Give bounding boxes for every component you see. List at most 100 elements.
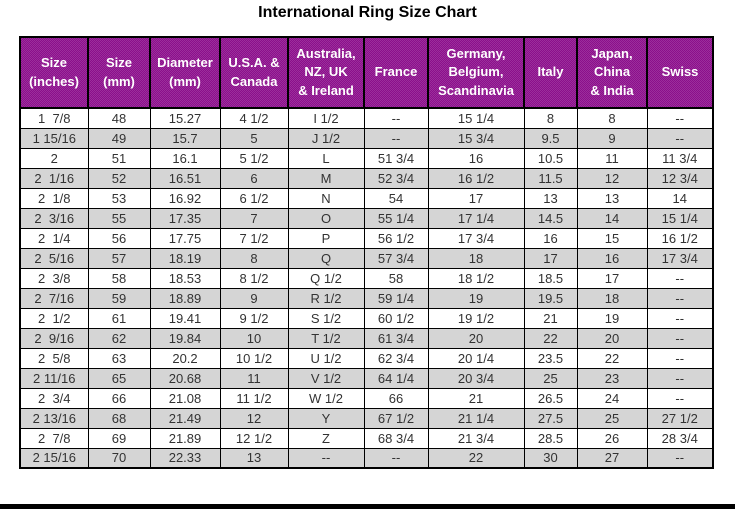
- table-cell: 17 3/4: [646, 247, 714, 269]
- table-cell: 16: [523, 227, 578, 249]
- table-cell: 51 3/4: [363, 147, 429, 169]
- table-cell: 19.41: [149, 307, 221, 329]
- table-header: Size (inches) Size (mm) Diameter (mm) U.S.A…: [19, 36, 714, 109]
- table-cell: --: [646, 127, 714, 149]
- table-cell: 17.35: [149, 207, 221, 229]
- table-cell: 8 1/2: [219, 267, 289, 289]
- column-header: Swiss: [646, 36, 714, 109]
- table-cell: 62: [87, 327, 151, 349]
- table-cell: I 1/2: [287, 107, 365, 129]
- table-cell: 2 5/8: [19, 347, 89, 369]
- column-header: U.S.A. & Canada: [219, 36, 289, 109]
- table-cell: 19: [576, 307, 648, 329]
- table-cell: N: [287, 187, 365, 209]
- table-cell: 20.68: [149, 367, 221, 389]
- table-cell: 12 3/4: [646, 167, 714, 189]
- table-cell: 18 1/2: [427, 267, 525, 289]
- ring-size-table: Size (inches) Size (mm) Diameter (mm) U.S.A…: [19, 36, 714, 469]
- table-cell: U 1/2: [287, 347, 365, 369]
- table-cell: 2 9/16: [19, 327, 89, 349]
- table-cell: 61 3/4: [363, 327, 429, 349]
- table-cell: 2 15/16: [19, 447, 89, 469]
- table-cell: 6 1/2: [219, 187, 289, 209]
- table-cell: 22: [576, 347, 648, 369]
- table-cell: 1 7/8: [19, 107, 89, 129]
- table-cell: 19.5: [523, 287, 578, 309]
- table-cell: 19: [427, 287, 525, 309]
- table-cell: 66: [87, 387, 151, 409]
- table-cell: 2 1/16: [19, 167, 89, 189]
- table-cell: 66: [363, 387, 429, 409]
- table-row: 2 9/16 62 19.84 10 T 1/2 61 3/4 20 22 20 --: [19, 327, 714, 349]
- table-cell: 56 1/2: [363, 227, 429, 249]
- table-cell: 27 1/2: [646, 407, 714, 429]
- table-cell: 17 1/4: [427, 207, 525, 229]
- table-cell: 15: [576, 227, 648, 249]
- table-cell: 17: [427, 187, 525, 209]
- table-cell: 55 1/4: [363, 207, 429, 229]
- table-cell: 2 1/4: [19, 227, 89, 249]
- table-cell: 14: [646, 187, 714, 209]
- table-row: 1 15/16 49 15.7 5 J 1/2 -- 15 3/4 9.5 9 --: [19, 127, 714, 149]
- table-cell: 26: [576, 427, 648, 449]
- table-cell: 4 1/2: [219, 107, 289, 129]
- table-cell: 11.5: [523, 167, 578, 189]
- column-header: France: [363, 36, 429, 109]
- header-row: Size (inches) Size (mm) Diameter (mm) U.S.A…: [19, 36, 714, 109]
- table-cell: W 1/2: [287, 387, 365, 409]
- column-header: Australia, NZ, UK & Ireland: [287, 36, 365, 109]
- table-cell: 56: [87, 227, 151, 249]
- table-row: 2 7/8 69 21.89 12 1/2 Z 68 3/4 21 3/4 28.5 26 28 …: [19, 427, 714, 449]
- table-cell: 16: [576, 247, 648, 269]
- table-cell: 58: [363, 267, 429, 289]
- table-cell: 9: [576, 127, 648, 149]
- table-cell: --: [646, 347, 714, 369]
- table-cell: 11: [219, 367, 289, 389]
- table-cell: 21.89: [149, 427, 221, 449]
- table-cell: 18.89: [149, 287, 221, 309]
- table-cell: 9: [219, 287, 289, 309]
- table-cell: J 1/2: [287, 127, 365, 149]
- table-cell: 12: [219, 407, 289, 429]
- table-cell: 19 1/2: [427, 307, 525, 329]
- table-cell: 9.5: [523, 127, 578, 149]
- table-cell: M: [287, 167, 365, 189]
- table-row: 2 3/8 58 18.53 8 1/2 Q 1/2 58 18 1/2 18.5 17 --: [19, 267, 714, 289]
- table-cell: 15 1/4: [427, 107, 525, 129]
- table-cell: 19.84: [149, 327, 221, 349]
- table-cell: 48: [87, 107, 151, 129]
- table-cell: 14.5: [523, 207, 578, 229]
- table-cell: 8: [219, 247, 289, 269]
- table-cell: 2 11/16: [19, 367, 89, 389]
- table-cell: 21.49: [149, 407, 221, 429]
- table-cell: --: [646, 387, 714, 409]
- table-cell: 17: [523, 247, 578, 269]
- table-cell: 2 7/16: [19, 287, 89, 309]
- table-cell: 12 1/2: [219, 427, 289, 449]
- bottom-divider: [0, 504, 735, 509]
- table-row: 2 5/8 63 20.2 10 1/2 U 1/2 62 3/4 20 1/4 23.5 22…: [19, 347, 714, 369]
- table-body: 1 7/8 48 15.27 4 1/2 I 1/2 -- 15 1/4 8 8 -- 1 15/1…: [19, 107, 714, 469]
- table-cell: 28 3/4: [646, 427, 714, 449]
- table-cell: 21.08: [149, 387, 221, 409]
- table-cell: 18.53: [149, 267, 221, 289]
- table-row: 2 51 16.1 5 1/2 L 51 3/4 16 10.5 11 11 3/4: [19, 147, 714, 169]
- table-cell: 2 13/16: [19, 407, 89, 429]
- table-row: 2 11/16 65 20.68 11 V 1/2 64 1/4 20 3/4 25 23 --: [19, 367, 714, 389]
- table-cell: 22: [523, 327, 578, 349]
- table-row: 2 3/16 55 17.35 7 O 55 1/4 17 1/4 14.5 14 15 1/4: [19, 207, 714, 229]
- table-cell: 16: [427, 147, 525, 169]
- table-cell: 2 1/8: [19, 187, 89, 209]
- table-row: 2 13/16 68 21.49 12 Y 67 1/2 21 1/4 27.5 25 27 1/…: [19, 407, 714, 429]
- table-cell: 15.7: [149, 127, 221, 149]
- table-cell: 54: [363, 187, 429, 209]
- table-cell: 16.51: [149, 167, 221, 189]
- table-cell: 6: [219, 167, 289, 189]
- column-header: Italy: [523, 36, 578, 109]
- column-header: Diameter (mm): [149, 36, 221, 109]
- table-cell: --: [646, 287, 714, 309]
- column-header: Size (mm): [87, 36, 151, 109]
- page-title: International Ring Size Chart: [258, 4, 477, 21]
- table-cell: 16 1/2: [646, 227, 714, 249]
- table-cell: 64 1/4: [363, 367, 429, 389]
